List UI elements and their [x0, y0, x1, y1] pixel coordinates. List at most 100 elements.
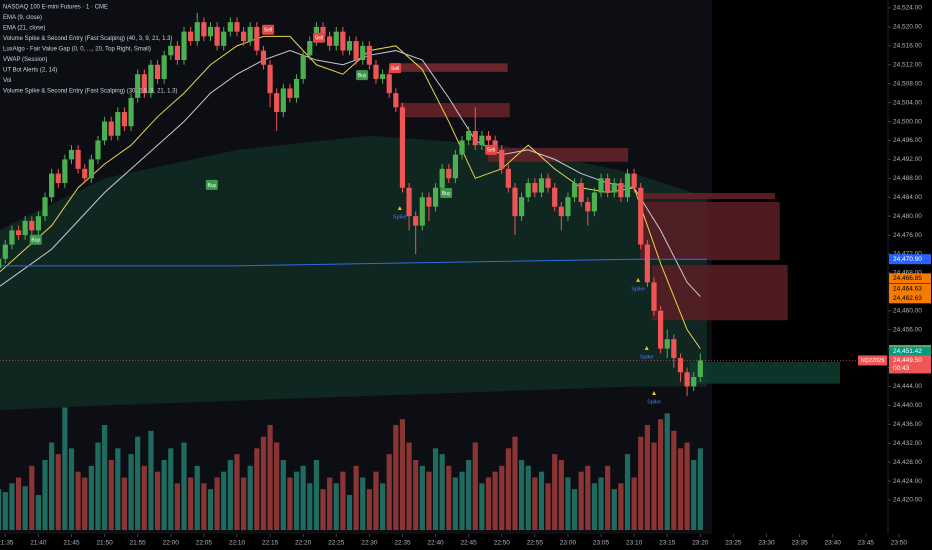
spike-label: Spike: [631, 286, 645, 292]
candle-body: [452, 154, 459, 179]
volume-bar: [320, 489, 326, 530]
candle-body: [101, 121, 108, 141]
candle-body: [426, 197, 432, 207]
volume-bar: [432, 448, 439, 530]
volume-bar: [565, 477, 571, 530]
volume-bar: [413, 460, 419, 530]
volume-bar: [42, 460, 48, 530]
volume-bar: [240, 477, 247, 530]
candle-body: [677, 358, 684, 373]
candle-body: [393, 93, 399, 108]
volume-bar: [631, 477, 637, 530]
y-tick-label: 24,480.00: [893, 213, 922, 220]
volume-bar: [519, 460, 525, 530]
candle-body: [459, 140, 465, 155]
volume-bar: [267, 425, 273, 530]
candle-body: [532, 183, 538, 193]
time-axis-background: [0, 534, 712, 550]
candle-body: [135, 74, 141, 98]
x-tick-label: 23:10: [626, 540, 643, 547]
signal-badge: [356, 70, 369, 81]
y-tick-label: 24,484.00: [893, 194, 922, 201]
volume-bar: [545, 483, 551, 530]
candle-body: [545, 178, 551, 188]
signal-badge: [29, 234, 42, 245]
x-tick-label: 22:15: [262, 540, 279, 547]
volume-bar: [585, 465, 591, 530]
y-tick-label: 24,504.00: [893, 99, 922, 106]
volume-bar: [214, 477, 220, 530]
candle-body: [353, 41, 359, 61]
candle-body: [188, 31, 194, 42]
y-tick-label: 24,460.00: [893, 307, 922, 314]
volume-bar: [313, 460, 320, 530]
fvg-box: [399, 103, 510, 118]
volume-bar: [101, 425, 108, 530]
y-tick-label: 24,512.00: [893, 61, 922, 68]
volume-bar: [651, 442, 657, 530]
legend-line: EMA (21, close): [3, 26, 45, 32]
candle-body: [379, 74, 386, 79]
candle-body: [2, 244, 8, 259]
candle-body: [174, 45, 180, 61]
volume-bar: [525, 465, 531, 530]
candle-body: [466, 130, 472, 141]
volume-bar: [201, 483, 207, 530]
signal-label: Buy: [208, 183, 217, 189]
candle-body: [552, 187, 558, 207]
y-tick-label: 24,476.00: [893, 232, 922, 239]
volume-bar: [161, 460, 167, 530]
volume-bar: [578, 471, 584, 530]
candle-body: [644, 244, 650, 283]
candle-body: [42, 197, 48, 217]
candle-body: [558, 206, 564, 217]
volume-bar: [15, 477, 22, 530]
candle-body: [605, 178, 611, 193]
volume-bar: [207, 489, 214, 530]
volume-bar: [141, 465, 147, 530]
candle-body: [280, 88, 286, 113]
candle-body: [631, 173, 637, 188]
y-tick-label: 24,424.00: [893, 478, 922, 485]
candle-body: [260, 50, 267, 65]
x-tick-label: 21:40: [30, 540, 47, 547]
volume-bar: [532, 477, 538, 530]
x-tick-label: 22:35: [394, 540, 411, 547]
price-tag-label: 24,451.42: [893, 348, 922, 355]
y-tick-label: 24,436.00: [893, 421, 922, 428]
candle-body: [15, 230, 22, 236]
candle-body: [419, 197, 425, 226]
candle-body: [432, 187, 439, 207]
x-tick-label: 22:55: [527, 540, 544, 547]
candle-body: [75, 149, 81, 169]
x-tick-label: 22:45: [461, 540, 478, 547]
y-tick-label: 24,496.00: [893, 137, 922, 144]
x-tick-label: 22:05: [196, 540, 213, 547]
volume-bar: [174, 483, 180, 530]
volume-bar: [677, 448, 684, 530]
volume-bar: [664, 413, 670, 530]
candle-body: [128, 97, 134, 127]
volume-bar: [29, 465, 35, 530]
y-tick-label: 24,520.00: [893, 24, 922, 31]
volume-bar: [154, 471, 161, 530]
volume-bar: [691, 460, 697, 530]
candle-body: [221, 31, 227, 46]
y-tick-label: 24,432.00: [893, 440, 922, 447]
candle-body: [240, 31, 247, 42]
x-tick-label: 22:10: [229, 540, 246, 547]
candle-body: [234, 22, 240, 32]
symbol-tag: NQZ2025: [861, 358, 885, 364]
y-tick-label: 24,456.00: [893, 326, 922, 333]
volume-bar: [148, 430, 154, 530]
candle-body: [95, 140, 101, 160]
candle-body: [651, 282, 657, 311]
indicator-line: [0, 258, 707, 267]
legend-line: EMA (9, close): [3, 15, 42, 21]
volume-bar: [274, 442, 280, 530]
candle-body: [141, 74, 147, 94]
candle-body: [168, 45, 174, 56]
signal-label: Sell: [391, 66, 399, 72]
x-tick-label: 23:15: [659, 540, 676, 547]
volume-bar: [644, 425, 650, 530]
